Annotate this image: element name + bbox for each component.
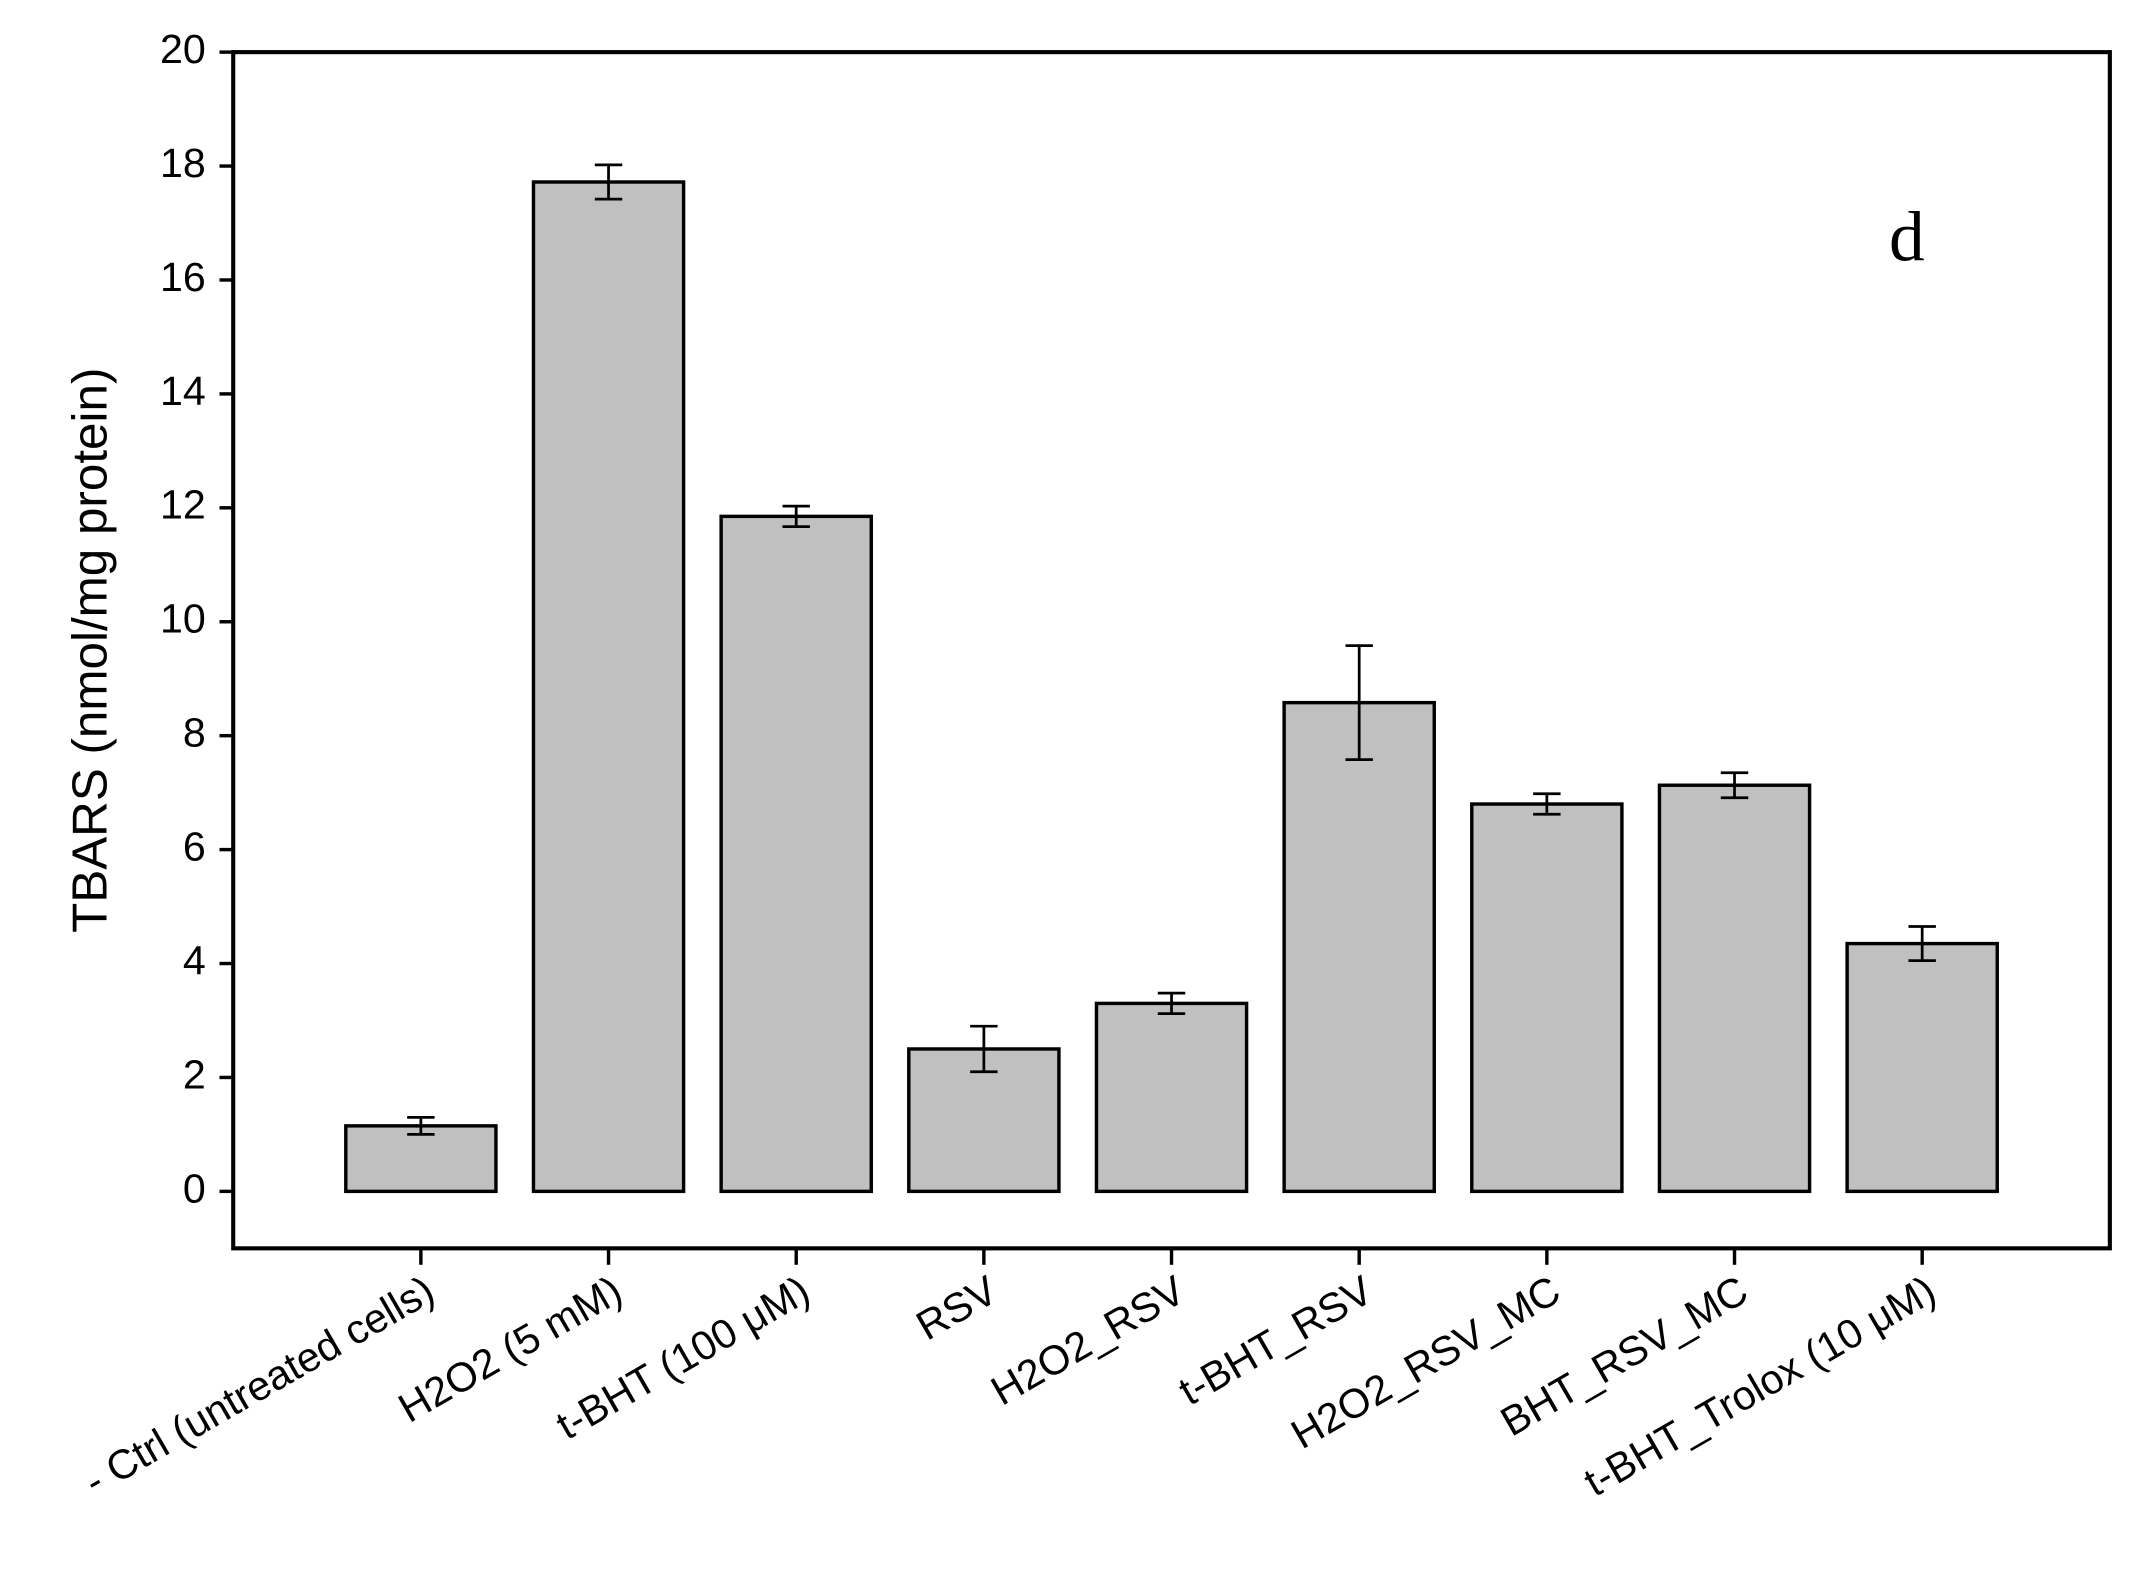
y-tick-label: 6 [183,823,206,869]
error-bar [1908,925,1936,963]
y-tick-label: 18 [160,140,206,186]
y-tick-label: 10 [160,596,206,642]
bar [1094,1001,1249,1194]
error-bar [594,163,623,201]
y-tick-label: 20 [160,26,206,72]
y-tick-label: 4 [183,937,206,983]
x-tick-label: H2O2_RSV [983,1267,1193,1415]
annotation: d [1889,198,1925,277]
error-bar [782,504,810,528]
bar [1282,700,1436,1194]
bar [1845,941,1999,1194]
x-tick-label: t-BHT_Trolox (10 μM) [1576,1267,1943,1505]
bar [719,514,873,1194]
y-tick-label: 12 [160,482,206,528]
y-axis-label: TBARS (nmol/mg protein) [62,368,117,933]
error-bar [407,1115,435,1136]
error-bar [1345,644,1373,761]
y-tick-label: 16 [160,254,206,300]
bar [531,180,686,1194]
error-bar [970,1024,998,1074]
y-tick-label: 0 [183,1165,206,1211]
bar [1657,783,1812,1194]
y-tick-label: 14 [160,368,206,414]
x-tick-label: - Ctrl (untreated cells) [76,1267,442,1505]
y-tick-label: 8 [183,710,206,756]
error-bar [1720,771,1749,800]
bar [344,1124,498,1194]
error-bar [1157,991,1186,1016]
error-bar [1533,792,1561,816]
x-tick-label: RSV [909,1267,1006,1349]
bar [1470,802,1624,1194]
y-tick-label: 2 [183,1051,206,1097]
plot-frame [231,50,2112,1251]
